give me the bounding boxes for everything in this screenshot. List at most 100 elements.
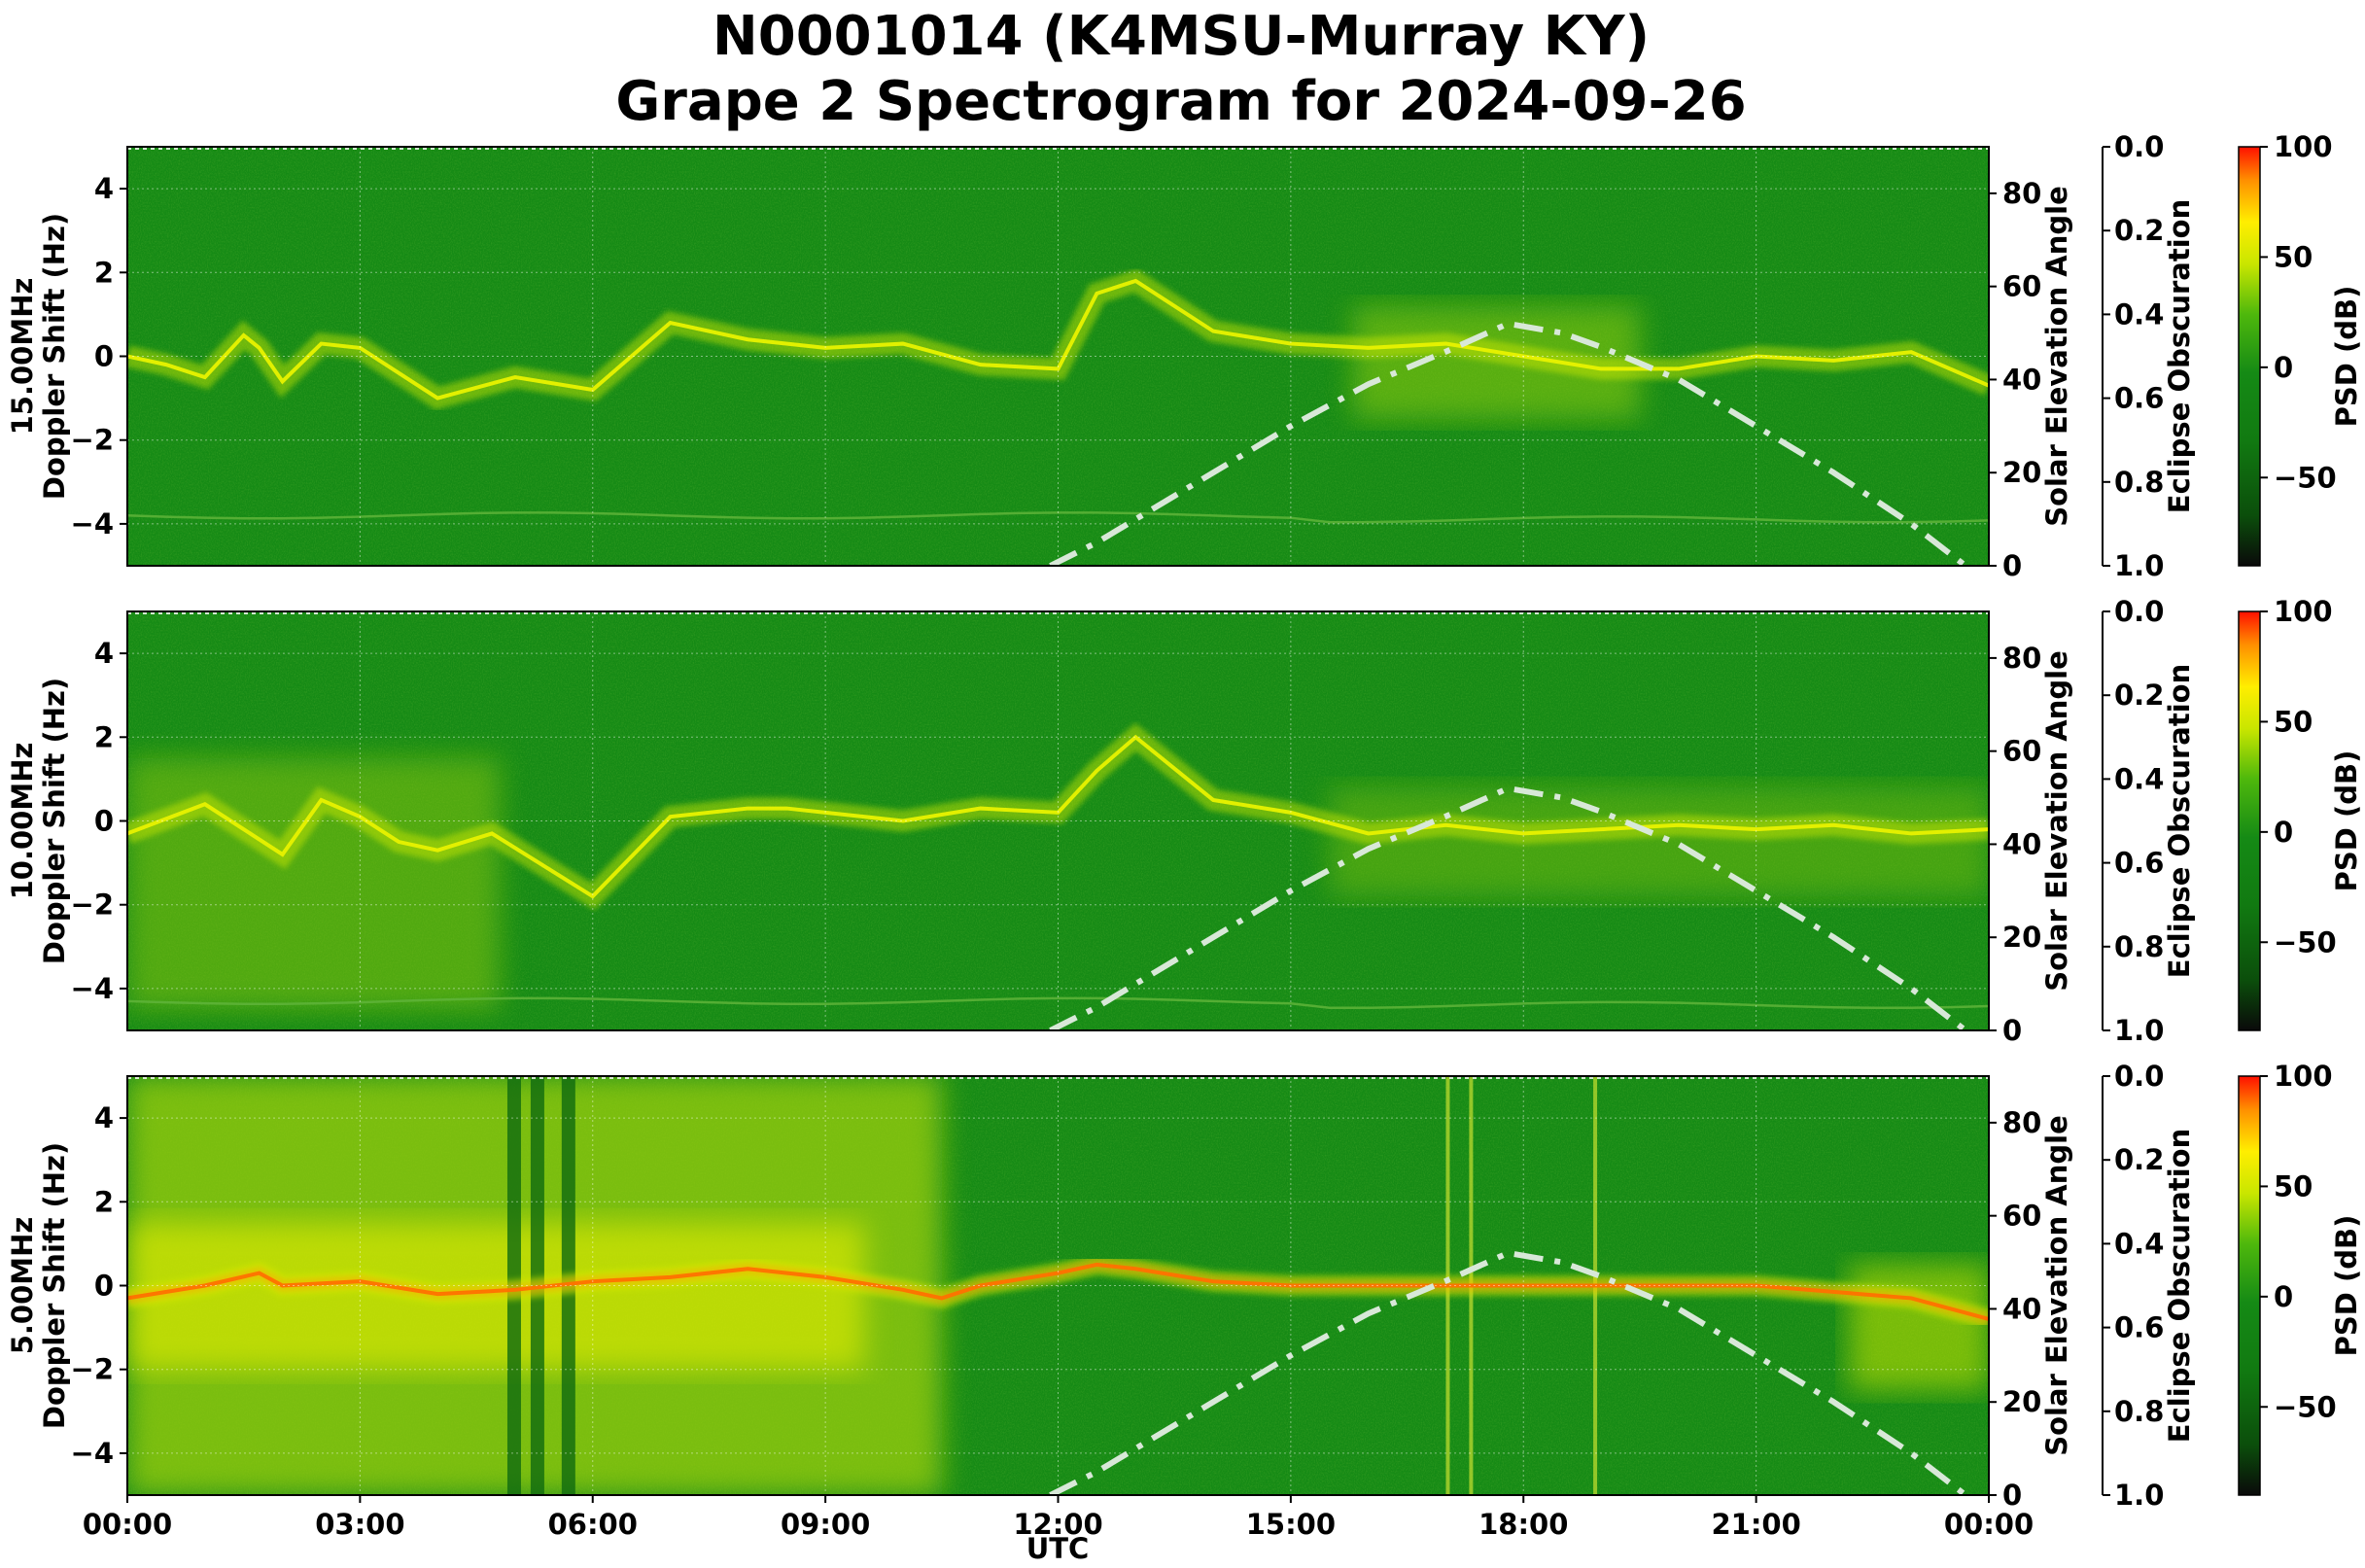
x-tick-label: 00:00 <box>1944 1508 2034 1541</box>
doppler-trace-hot-glow <box>127 1258 1989 1325</box>
solar-tick-label: 40 <box>2002 1292 2041 1325</box>
spectrogram-plot-area <box>127 611 1989 1030</box>
solar-axis-label: Solar Elevation Angle <box>2040 1115 2073 1456</box>
psd-tick-label: 100 <box>2274 595 2333 628</box>
psd-axis-label: PSD (dB) <box>2330 286 2363 428</box>
doppler-axis-label: Doppler Shift (Hz) <box>38 1142 71 1429</box>
eclipse-tick-label: 0.2 <box>2114 214 2164 247</box>
psd-axis-label: PSD (dB) <box>2330 1215 2363 1357</box>
figure-title-line2: Grape 2 Spectrogram for 2024-09-26 <box>615 70 1746 133</box>
doppler-trace <box>127 278 1989 401</box>
doppler-tick-label: 4 <box>94 1101 114 1134</box>
psd-tick-label: 0 <box>2274 816 2293 849</box>
spectrogram-plot-area <box>127 147 1989 566</box>
solar-elevation-curve <box>1049 784 1967 1030</box>
psd-tick-label: 100 <box>2274 130 2333 163</box>
x-tick-label: 21:00 <box>1711 1508 1800 1541</box>
eclipse-tick-label: 0.8 <box>2114 466 2164 499</box>
solar-tick-label: 60 <box>2002 270 2041 303</box>
psd-tick-label: 50 <box>2274 705 2313 738</box>
afternoon-spread-region <box>1329 787 1989 897</box>
psd-tick-label: 0 <box>2274 351 2293 384</box>
eclipse-tick-label: 0.6 <box>2114 847 2164 880</box>
psd-tick-label: −50 <box>2274 461 2337 494</box>
eclipse-axis-label: Eclipse Obscuration <box>2163 199 2196 513</box>
x-tick-label: 09:00 <box>781 1508 870 1541</box>
faint-doppler-trace <box>127 511 1989 524</box>
faint-doppler-trace <box>127 996 1989 1010</box>
psd-colorbar <box>2238 1075 2261 1496</box>
x-tick-label: 03:00 <box>315 1508 404 1541</box>
doppler-tick-label: 0 <box>94 1270 114 1303</box>
solar-tick-label: 80 <box>2002 642 2041 675</box>
solar-tick-label: 60 <box>2002 1200 2041 1233</box>
solar-elevation-curve <box>1049 1249 1967 1495</box>
x-tick-label: 00:00 <box>83 1508 172 1541</box>
solar-tick-label: 80 <box>2002 1106 2041 1139</box>
doppler-tick-label: 0 <box>94 340 114 373</box>
frequency-label: 10.00MHz <box>6 743 39 900</box>
solar-tick-label: 0 <box>2002 1014 2022 1047</box>
eclipse-tick-label: 0.8 <box>2114 1395 2164 1428</box>
solar-tick-label: 20 <box>2002 921 2041 954</box>
doppler-axis-label: Doppler Shift (Hz) <box>38 213 71 500</box>
eclipse-tick-label: 0.2 <box>2114 1143 2164 1176</box>
solar-tick-label: 40 <box>2002 363 2041 396</box>
solar-tick-label: 20 <box>2002 1385 2041 1418</box>
doppler-tick-label: −4 <box>71 507 114 540</box>
eclipse-tick-label: 0.4 <box>2114 762 2164 795</box>
eclipse-tick-label: 0.0 <box>2114 595 2164 628</box>
eclipse-tick-label: 0.8 <box>2114 930 2164 963</box>
eclipse-tick-label: 0.0 <box>2114 1060 2164 1093</box>
frequency-label: 5.00MHz <box>6 1217 39 1355</box>
figure-title-line1: N0001014 (K4MSU-Murray KY) <box>713 5 1650 68</box>
psd-tick-label: 0 <box>2274 1280 2293 1313</box>
doppler-tick-label: 2 <box>94 256 114 289</box>
eclipse-tick-label: 0.6 <box>2114 1311 2164 1344</box>
solar-tick-label: 20 <box>2002 456 2041 489</box>
eclipse-tick-label: 0.4 <box>2114 297 2164 331</box>
x-axis-label: UTC <box>1026 1532 1090 1565</box>
psd-colorbar <box>2238 146 2261 567</box>
eclipse-tick-label: 0.2 <box>2114 679 2164 712</box>
doppler-tick-label: 4 <box>94 637 114 670</box>
solar-tick-label: 60 <box>2002 735 2041 768</box>
doppler-tick-label: 4 <box>94 172 114 205</box>
doppler-tick-label: −4 <box>71 972 114 1005</box>
doppler-tick-label: −2 <box>71 1353 114 1386</box>
x-tick-label: 06:00 <box>548 1508 638 1541</box>
psd-tick-label: 50 <box>2274 240 2313 273</box>
solar-elevation-curve <box>1049 320 1967 566</box>
psd-colorbar <box>2238 610 2261 1031</box>
x-tick-label: 18:00 <box>1478 1508 1568 1541</box>
doppler-tick-label: −2 <box>71 424 114 457</box>
solar-tick-label: 40 <box>2002 827 2041 860</box>
doppler-axis-label: Doppler Shift (Hz) <box>38 678 71 964</box>
x-tick-label: 12:00 <box>1013 1508 1102 1541</box>
eclipse-tick-label: 1.0 <box>2114 1014 2164 1047</box>
eclipse-tick-label: 0.0 <box>2114 130 2164 163</box>
eclipse-axis-label: Eclipse Obscuration <box>2163 1129 2196 1443</box>
eclipse-axis-label: Eclipse Obscuration <box>2163 664 2196 978</box>
solar-axis-label: Solar Elevation Angle <box>2040 186 2073 527</box>
psd-axis-label: PSD (dB) <box>2330 750 2363 892</box>
doppler-tick-label: 0 <box>94 805 114 838</box>
eclipse-tick-label: 1.0 <box>2114 549 2164 582</box>
frequency-label: 15.00MHz <box>6 278 39 436</box>
doppler-tick-label: 2 <box>94 1185 114 1218</box>
solar-axis-label: Solar Elevation Angle <box>2040 650 2073 992</box>
solar-tick-label: 0 <box>2002 549 2022 582</box>
eclipse-tick-label: 0.4 <box>2114 1227 2164 1260</box>
doppler-tick-label: −2 <box>71 889 114 922</box>
psd-tick-label: 100 <box>2274 1060 2333 1093</box>
psd-tick-label: −50 <box>2274 925 2337 958</box>
psd-tick-label: −50 <box>2274 1390 2337 1423</box>
x-tick-label: 15:00 <box>1246 1508 1336 1541</box>
doppler-tick-label: 2 <box>94 720 114 753</box>
solar-tick-label: 0 <box>2002 1479 2022 1512</box>
spectrogram-plot-area <box>127 1076 1989 1495</box>
